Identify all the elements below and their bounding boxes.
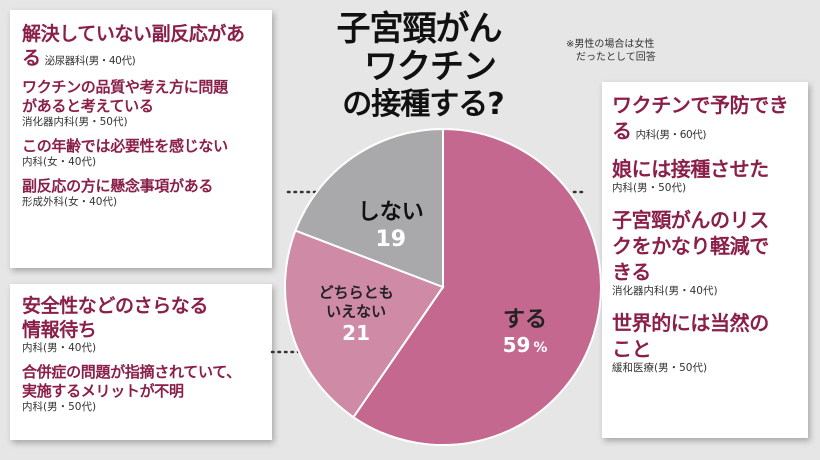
opinion-attribution: 内科(男・60代) [635,129,707,141]
pie-slice [352,127,602,446]
opinion-attribution: 内科(男・50代) [612,182,687,194]
opinion-text: 安全性などのさらなる情報待ち [22,295,209,341]
footnote-line: だったとして回答 [576,52,656,63]
opinion-attribution: 泌尿器科(男・40代) [44,55,136,67]
slice-value-label: 21 [342,321,370,345]
opinion-attribution: 消化器内科(男・50代) [22,116,128,128]
slice-unit-label: % [533,340,547,356]
opinion-text: 子宮頸がんのリスクをかなり軽減できる [612,208,769,284]
opinion-item: ワクチンで予防できる 内科(男・60代) [612,92,800,144]
title-line: ワクチン [364,47,497,87]
slice-name-label: しない [358,200,424,225]
opinion-text: ワクチンの品質や考え方に問題があると考えている [22,78,228,115]
opinion-attribution: 形成外科(女・40代) [22,196,118,208]
opinion-item: 安全性などのさらなる情報待ち 内科(男・40代) [22,294,262,355]
opinion-attribution: 内科(女・40代) [22,156,97,168]
connector-yes [506,190,584,238]
pie-slice [294,127,444,289]
opinion-item: この年齢では必要性を感じない 内科(女・40代) [22,137,262,169]
opinion-text: この年齢では必要性を感じない [22,137,228,155]
footnote-line: ※男性の場合は女性 [566,39,655,50]
opinion-text: ワクチンで予防できる [612,93,789,143]
opinion-attribution: 内科(男・50代) [22,401,97,413]
opinion-text: 解決していない副反応がある [22,23,245,69]
slice-value-label: 59% [503,333,548,357]
opinion-text: 合併症の問題が指摘されていて、実施するメリットが不明 [22,363,241,400]
opinion-item: 子宮頸がんのリスクをかなり軽減できる 消化器内科(男・40代) [612,207,800,298]
reasons-panel-no: 解決していない副反応がある 泌尿器科(男・40代) ワクチンの品質や考え方に問題が… [10,10,272,268]
title-line: の接種する? [342,87,504,122]
opinion-item: 合併症の問題が指摘されていて、実施するメリットが不明 内科(男・50代) [22,363,262,414]
opinion-text: 娘には接種させた [612,157,769,181]
opinion-item: 解決していない副反応がある 泌尿器科(男・40代) [22,22,262,70]
opinion-attribution: 消化器内科(男・40代) [612,285,718,297]
opinion-item: 副反応の方に懸念事項がある 形成外科(女・40代) [22,177,262,209]
slice-name-label: どちらとも [319,283,394,301]
title-line: 子宮頸がん [336,9,503,49]
reasons-panel-yes: ワクチンで予防できる 内科(男・60代) 娘には接種させた 内科(男・50代) 子… [602,82,808,438]
footnote: ※男性の場合は女性 だったとして回答 [566,38,716,64]
opinion-item: ワクチンの品質や考え方に問題があると考えている 消化器内科(男・50代) [22,78,262,129]
chart-title: 子宮頸がん ワクチン の接種する? [270,10,590,124]
opinion-text: 副反応の方に懸念事項がある [22,177,214,195]
pie-slice [284,229,445,419]
reasons-panel-neutral: 安全性などのさらなる情報待ち 内科(男・40代) 合併症の問題が指摘されていて、… [10,284,272,440]
opinion-attribution: 緩和医療(男・50代) [612,362,708,374]
opinion-attribution: 内科(男・40代) [22,342,97,354]
opinion-item: 娘には接種させた 内科(男・50代) [612,156,800,195]
slice-name-label: する [503,308,547,333]
opinion-text: 世界的には当然のこと [612,311,769,361]
opinion-item: 世界的には当然のこと 緩和医療(男・50代) [612,310,800,375]
slice-name-label: いえない [326,302,386,320]
slice-value-label: 19 [375,227,406,252]
